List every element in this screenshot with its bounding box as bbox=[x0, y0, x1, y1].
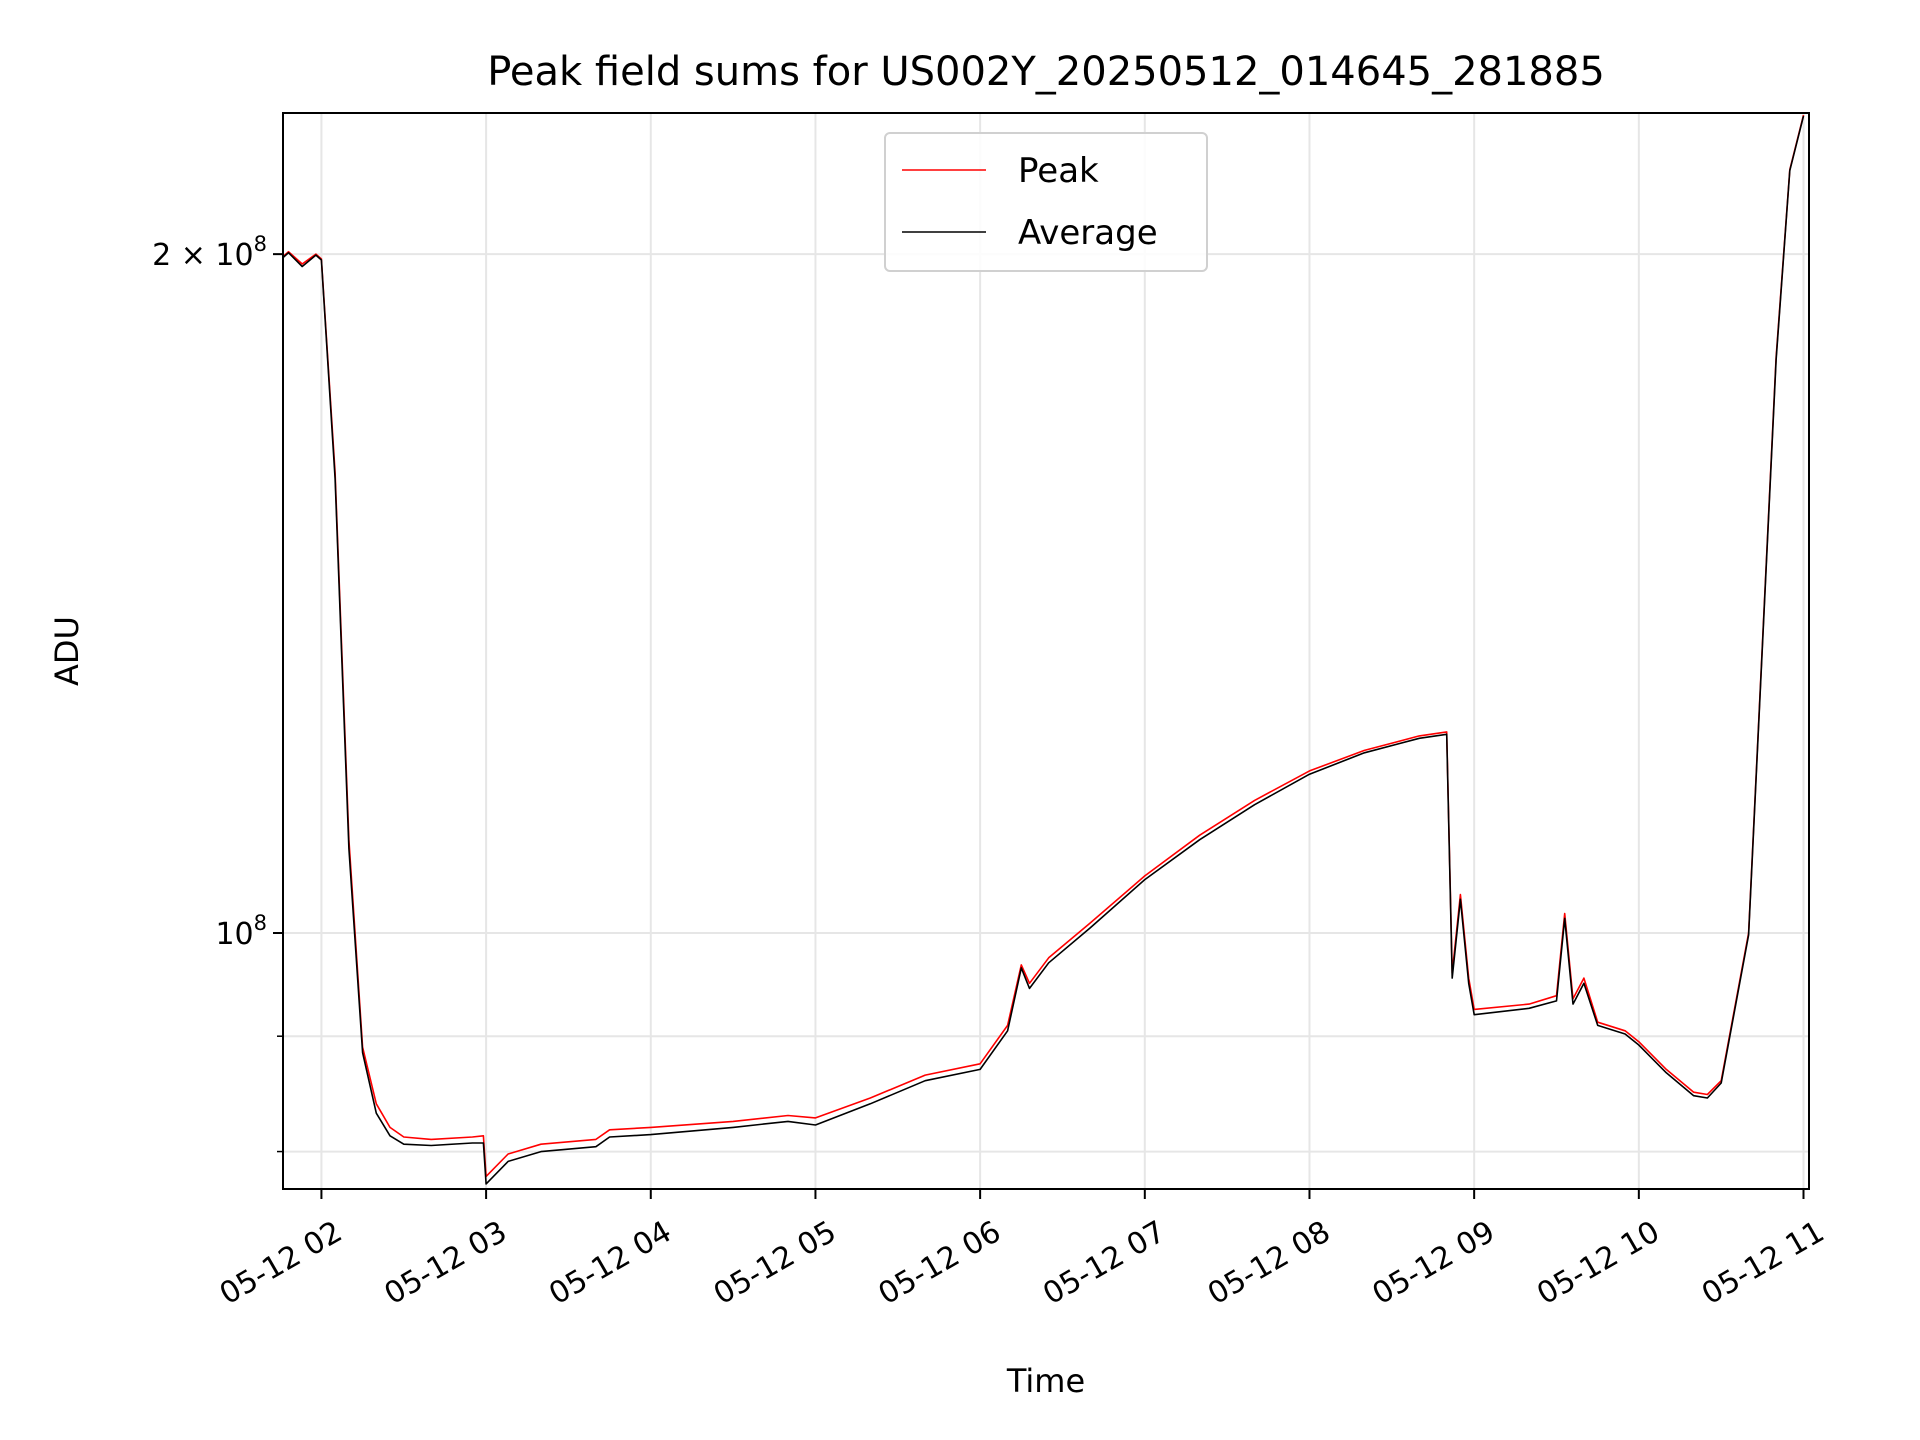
y-tick-label: 2 × 108 bbox=[152, 232, 267, 273]
legend: Peak Average bbox=[884, 132, 1208, 272]
legend-label-peak: Peak bbox=[1018, 151, 1099, 191]
chart-title: Peak field sums for US002Y_20250512_0146… bbox=[487, 49, 1605, 95]
plot-frame bbox=[282, 112, 1810, 1190]
x-axis-label: Time bbox=[1006, 1362, 1085, 1400]
series-line-peak bbox=[282, 114, 1805, 1178]
series-layer bbox=[282, 114, 1805, 1185]
legend-box bbox=[884, 132, 1208, 272]
y-axis: 108 2 × 108 bbox=[152, 232, 283, 1153]
legend-label-average: Average bbox=[1018, 213, 1158, 253]
y-axis-label: ADU bbox=[48, 616, 86, 686]
y-tick-label: 108 bbox=[215, 911, 267, 952]
series-line-average bbox=[282, 115, 1805, 1185]
